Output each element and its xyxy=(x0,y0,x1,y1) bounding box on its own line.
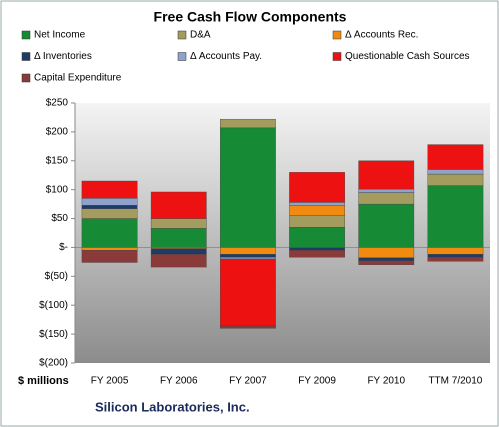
bar-segment xyxy=(427,185,484,248)
x-tick-label: FY 2005 xyxy=(91,376,129,387)
bar-segment xyxy=(220,257,276,260)
bar-segment xyxy=(427,257,484,262)
bar-segment xyxy=(289,172,345,203)
plot-area xyxy=(75,103,490,363)
y-tick-label: $250 xyxy=(46,98,69,109)
x-tick-label: TTM 7/2010 xyxy=(428,376,482,387)
bar-segment xyxy=(81,250,138,263)
y-tick-label: $100 xyxy=(46,184,69,195)
y-tick-label: $(100) xyxy=(39,300,68,311)
bar-segment xyxy=(358,260,415,265)
bar-segment xyxy=(81,208,138,219)
bar-segment xyxy=(81,218,138,248)
bar-segment xyxy=(289,250,345,258)
legend-label: Δ Accounts Rec. xyxy=(345,30,418,41)
y-tick-label: $(200) xyxy=(39,358,68,369)
y-tick-label: $150 xyxy=(46,155,69,166)
bar-segment xyxy=(289,227,345,248)
bar-segment xyxy=(150,254,207,268)
x-tick-label: FY 2010 xyxy=(367,376,405,387)
bar-segment xyxy=(150,218,207,229)
footer: Silicon Laboratories, Inc. xyxy=(95,399,250,414)
legend-label: D&A xyxy=(190,30,211,41)
bar-segment xyxy=(427,144,484,170)
bar-segment xyxy=(358,203,415,248)
bar-segment xyxy=(358,188,415,193)
legend-swatch xyxy=(21,52,31,61)
bar-segment xyxy=(220,247,276,255)
x-tick-label: FY 2009 xyxy=(298,376,336,387)
chart-title: Free Cash Flow Components xyxy=(154,9,347,25)
y-tick-label: $(150) xyxy=(39,329,68,340)
bar-segment xyxy=(220,254,276,258)
x-tick-label: FY 2006 xyxy=(160,376,198,387)
bar-segment xyxy=(358,160,415,190)
bar-segment xyxy=(427,173,484,186)
bar-segment xyxy=(358,257,415,261)
bar-segment xyxy=(427,247,484,255)
bar-segment xyxy=(289,215,345,228)
bar-segment xyxy=(81,205,138,209)
bar-segment xyxy=(81,247,138,251)
bar-segment xyxy=(358,247,415,259)
bar-segment xyxy=(289,202,345,206)
bar-segment xyxy=(81,180,138,199)
legend-swatch xyxy=(21,73,31,83)
bar-segment xyxy=(220,127,276,248)
bar-segment xyxy=(358,192,415,205)
legend-swatch xyxy=(332,30,342,40)
legend-swatch xyxy=(177,52,187,61)
bar-segment xyxy=(150,228,207,248)
legend-swatch xyxy=(21,30,31,40)
bar-segment xyxy=(220,118,276,129)
legend-label: Net Income xyxy=(34,30,86,41)
legend-label: Δ Accounts Pay. xyxy=(190,51,262,62)
legend-label: Capital Expenditure xyxy=(34,73,122,84)
bar-segment xyxy=(427,254,484,258)
bar-segment xyxy=(220,258,276,326)
legend-swatch xyxy=(177,30,187,40)
bar-segment xyxy=(289,205,345,216)
bar-segment xyxy=(150,248,207,255)
bar-segment xyxy=(150,191,207,219)
y-axis-label: $ millions xyxy=(18,375,69,387)
legend-label: Δ Inventories xyxy=(34,51,92,62)
bar-segment xyxy=(81,198,138,206)
bar-segment xyxy=(289,247,345,251)
x-tick-label: FY 2007 xyxy=(229,376,267,387)
bar-segment xyxy=(220,325,276,329)
legend-label: Questionable Cash Sources xyxy=(345,51,470,62)
y-tick-label: $50 xyxy=(51,213,68,224)
legend-swatch xyxy=(332,52,342,61)
y-tick-label: $200 xyxy=(46,127,69,138)
y-tick-label: $- xyxy=(59,242,68,253)
bar-segment xyxy=(427,169,484,175)
y-tick-label: $(50) xyxy=(45,271,68,282)
